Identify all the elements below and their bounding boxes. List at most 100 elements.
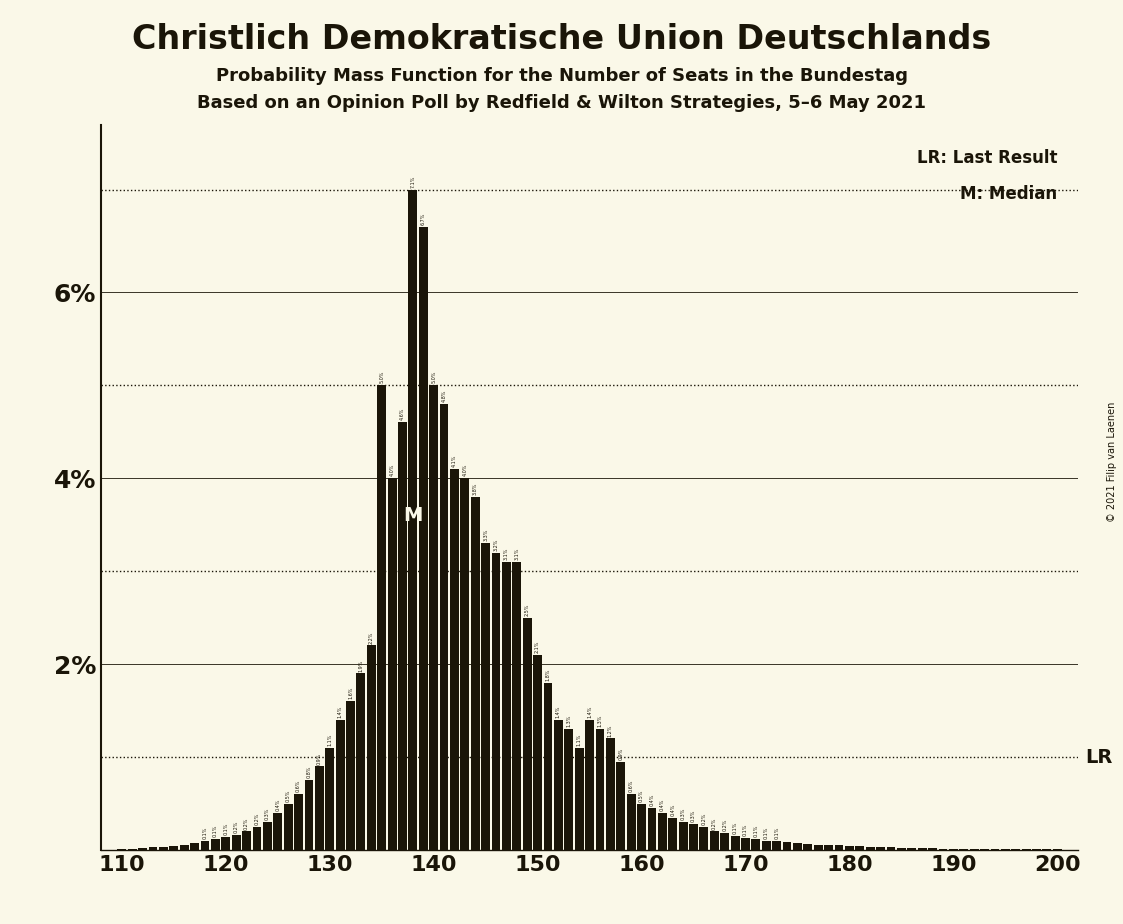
Bar bbox=[803, 844, 812, 850]
Bar bbox=[1053, 849, 1061, 850]
Bar bbox=[492, 553, 501, 850]
Bar bbox=[1032, 849, 1041, 850]
Bar bbox=[907, 848, 916, 850]
Bar bbox=[751, 839, 760, 850]
Bar bbox=[627, 795, 636, 850]
Text: 1.3%: 1.3% bbox=[597, 715, 602, 727]
Bar bbox=[294, 795, 303, 850]
Text: 2.5%: 2.5% bbox=[524, 603, 530, 615]
Text: 1.1%: 1.1% bbox=[577, 734, 582, 746]
Bar bbox=[710, 832, 719, 850]
Text: 7.1%: 7.1% bbox=[410, 176, 416, 188]
Text: 0.6%: 0.6% bbox=[629, 780, 633, 793]
Bar bbox=[595, 729, 604, 850]
Bar bbox=[856, 846, 865, 850]
Bar bbox=[970, 849, 978, 850]
Text: 0.1%: 0.1% bbox=[764, 827, 769, 839]
Bar bbox=[336, 720, 345, 850]
Text: 1.4%: 1.4% bbox=[587, 706, 592, 718]
Text: 0.1%: 0.1% bbox=[213, 825, 218, 837]
Bar bbox=[1042, 849, 1051, 850]
Text: 0.2%: 0.2% bbox=[722, 819, 728, 832]
Text: 5.0%: 5.0% bbox=[380, 371, 384, 383]
Text: 3.3%: 3.3% bbox=[483, 529, 489, 541]
Text: 0.1%: 0.1% bbox=[202, 827, 208, 839]
Bar bbox=[658, 813, 667, 850]
Text: 0.3%: 0.3% bbox=[681, 808, 686, 821]
Bar bbox=[897, 848, 906, 850]
Text: M: Median: M: Median bbox=[960, 185, 1057, 203]
Text: 1.3%: 1.3% bbox=[566, 715, 572, 727]
Bar bbox=[876, 847, 885, 850]
Text: 3.1%: 3.1% bbox=[504, 548, 509, 560]
Bar bbox=[824, 845, 833, 850]
Text: 3.1%: 3.1% bbox=[514, 548, 519, 560]
Bar bbox=[637, 804, 646, 850]
Bar bbox=[648, 808, 656, 850]
Bar bbox=[346, 701, 355, 850]
Text: 0.2%: 0.2% bbox=[244, 817, 249, 830]
Bar bbox=[118, 849, 126, 850]
Text: © 2021 Filip van Laenen: © 2021 Filip van Laenen bbox=[1107, 402, 1117, 522]
Text: 0.1%: 0.1% bbox=[223, 823, 228, 835]
Bar bbox=[544, 683, 553, 850]
Bar bbox=[482, 543, 490, 850]
Bar bbox=[928, 848, 937, 850]
Bar bbox=[148, 847, 157, 850]
Text: 0.2%: 0.2% bbox=[255, 812, 259, 825]
Bar bbox=[367, 646, 376, 850]
Bar bbox=[844, 846, 853, 850]
Bar bbox=[502, 562, 511, 850]
Bar bbox=[700, 827, 709, 850]
Bar bbox=[741, 838, 750, 850]
Text: LR: Last Result: LR: Last Result bbox=[916, 149, 1057, 166]
Bar bbox=[814, 845, 823, 850]
Bar bbox=[959, 849, 968, 850]
Bar bbox=[1012, 849, 1020, 850]
Text: 4.6%: 4.6% bbox=[400, 408, 405, 420]
Text: 0.1%: 0.1% bbox=[774, 827, 779, 839]
Bar bbox=[1001, 849, 1010, 850]
Text: 1.9%: 1.9% bbox=[358, 660, 364, 672]
Bar bbox=[731, 836, 740, 850]
Bar bbox=[450, 468, 459, 850]
Bar bbox=[678, 822, 687, 850]
Text: LR: LR bbox=[1085, 748, 1113, 767]
Text: Christlich Demokratische Union Deutschlands: Christlich Demokratische Union Deutschla… bbox=[131, 23, 992, 56]
Text: 1.1%: 1.1% bbox=[327, 734, 332, 746]
Bar bbox=[783, 842, 792, 850]
Bar bbox=[159, 847, 167, 850]
Text: 3.8%: 3.8% bbox=[473, 482, 477, 495]
Bar bbox=[523, 617, 531, 850]
Text: 0.2%: 0.2% bbox=[234, 821, 239, 833]
Bar bbox=[263, 822, 272, 850]
Text: 0.8%: 0.8% bbox=[307, 766, 311, 779]
Text: 0.1%: 0.1% bbox=[743, 824, 748, 836]
Bar bbox=[793, 843, 802, 850]
Bar bbox=[606, 738, 614, 850]
Text: 1.2%: 1.2% bbox=[608, 724, 613, 736]
Text: 0.4%: 0.4% bbox=[275, 798, 281, 811]
Bar bbox=[398, 422, 407, 850]
Bar bbox=[990, 849, 999, 850]
Bar bbox=[533, 655, 542, 850]
Bar bbox=[512, 562, 521, 850]
Bar bbox=[471, 497, 480, 850]
Text: 0.4%: 0.4% bbox=[670, 803, 675, 816]
Text: Based on an Opinion Poll by Redfield & Wilton Strategies, 5–6 May 2021: Based on an Opinion Poll by Redfield & W… bbox=[197, 94, 926, 112]
Text: Probability Mass Function for the Number of Seats in the Bundestag: Probability Mass Function for the Number… bbox=[216, 67, 907, 84]
Bar bbox=[439, 404, 448, 850]
Text: 1.4%: 1.4% bbox=[338, 706, 343, 718]
Bar bbox=[585, 720, 594, 850]
Bar bbox=[565, 729, 573, 850]
Text: 4.0%: 4.0% bbox=[390, 464, 394, 476]
Text: 1.4%: 1.4% bbox=[556, 706, 560, 718]
Text: 0.5%: 0.5% bbox=[285, 789, 291, 802]
Text: 0.3%: 0.3% bbox=[691, 809, 696, 822]
Bar bbox=[917, 848, 926, 850]
Bar bbox=[243, 832, 252, 850]
Text: 3.2%: 3.2% bbox=[493, 539, 499, 551]
Bar bbox=[668, 818, 677, 850]
Text: 0.1%: 0.1% bbox=[754, 825, 758, 837]
Bar bbox=[314, 766, 323, 850]
